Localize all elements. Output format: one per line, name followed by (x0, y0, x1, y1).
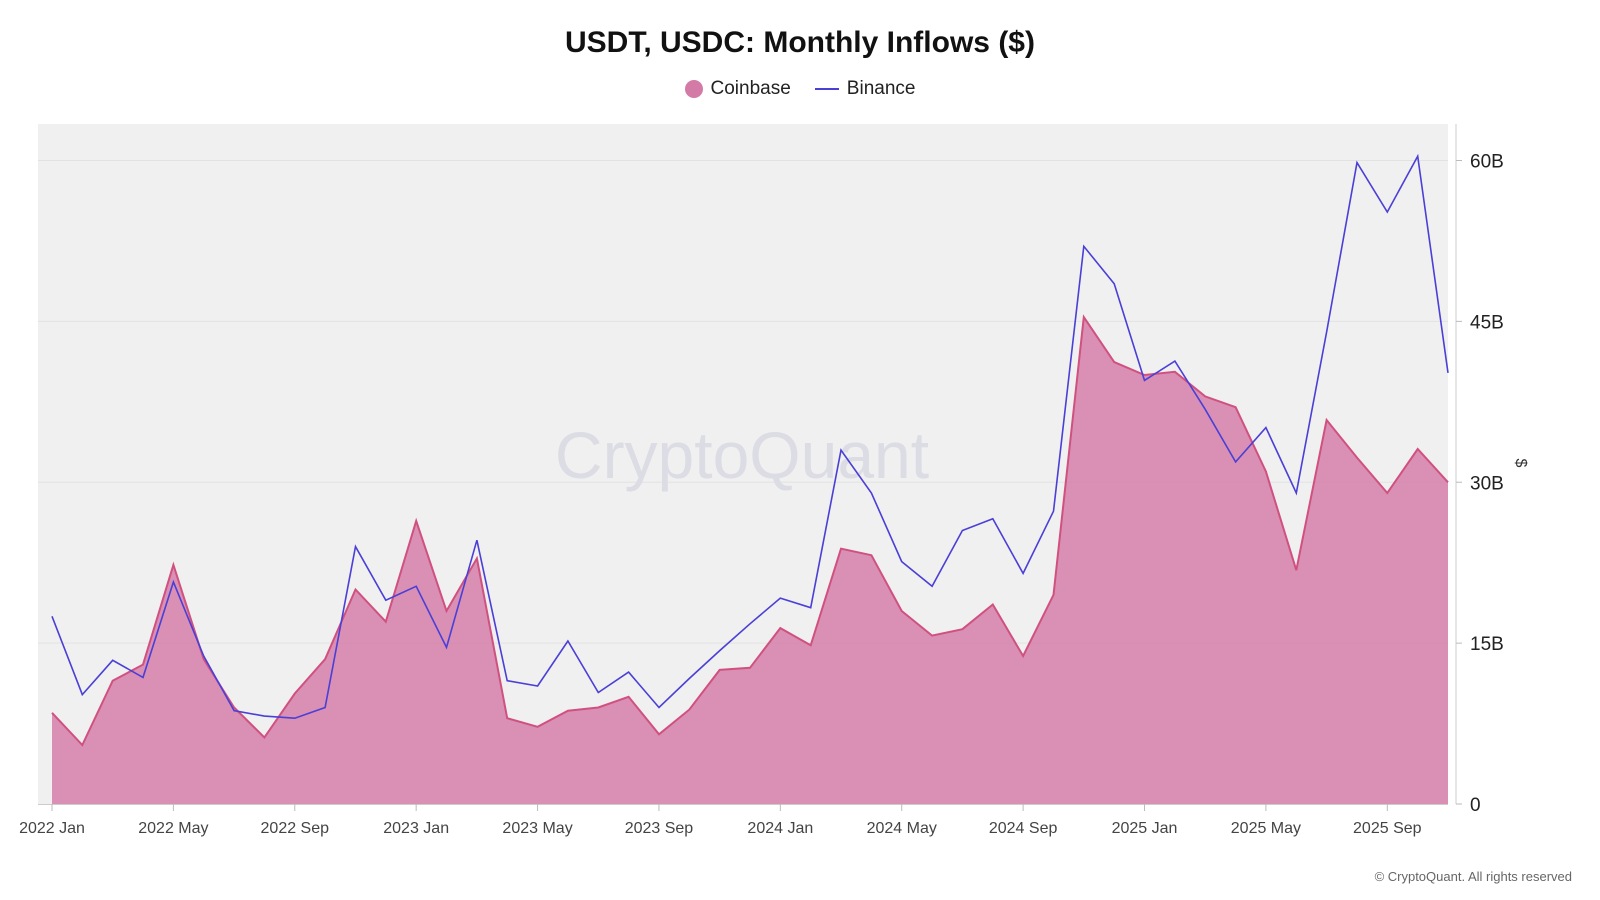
legend-item-binance[interactable]: Binance (814, 78, 916, 100)
x-tick-label: 2022 May (138, 820, 208, 837)
x-tick-label: 2023 May (502, 820, 572, 837)
chart-legend: Coinbase Binance (0, 78, 1600, 100)
copyright-notice: © CryptoQuant. All rights reserved (1374, 869, 1572, 884)
binance-line (51, 153, 1449, 720)
legend-swatch-binance (814, 88, 839, 90)
y-tick-label: 45B (1470, 312, 1504, 333)
y-tick-label: 60B (1470, 152, 1504, 173)
coinbase-area (52, 317, 1448, 804)
x-tick-label: 2024 Jan (747, 820, 813, 837)
x-tick-label: 2024 May (867, 820, 937, 837)
y-axis-title: $ (1512, 459, 1529, 468)
legend-label-coinbase: Coinbase (710, 78, 791, 99)
y-tick-label: 15B (1470, 634, 1504, 655)
x-tick-label: 2024 Sep (989, 820, 1058, 837)
y-tick-label: 30B (1470, 473, 1504, 494)
x-tick-label: 2025 Sep (1353, 820, 1422, 837)
x-tick-label: 2022 Sep (261, 820, 330, 837)
legend-item-coinbase[interactable]: Coinbase (684, 78, 791, 100)
legend-swatch-coinbase (684, 80, 703, 98)
chart-title: USDT, USDC: Monthly Inflows ($) (565, 26, 1035, 59)
x-tick-label: 2025 May (1231, 820, 1301, 837)
coinbase-line (51, 314, 1449, 747)
x-tick-label: 2023 Sep (625, 820, 694, 837)
x-tick-label: 2023 Jan (383, 820, 449, 837)
watermark-text: CryptoQuant (555, 418, 929, 492)
y-tick-label: 0 (1470, 795, 1481, 816)
legend-label-binance: Binance (846, 78, 916, 99)
x-tick-label: 2025 Jan (1112, 820, 1178, 837)
x-tick-label: 2022 Jan (19, 820, 85, 837)
